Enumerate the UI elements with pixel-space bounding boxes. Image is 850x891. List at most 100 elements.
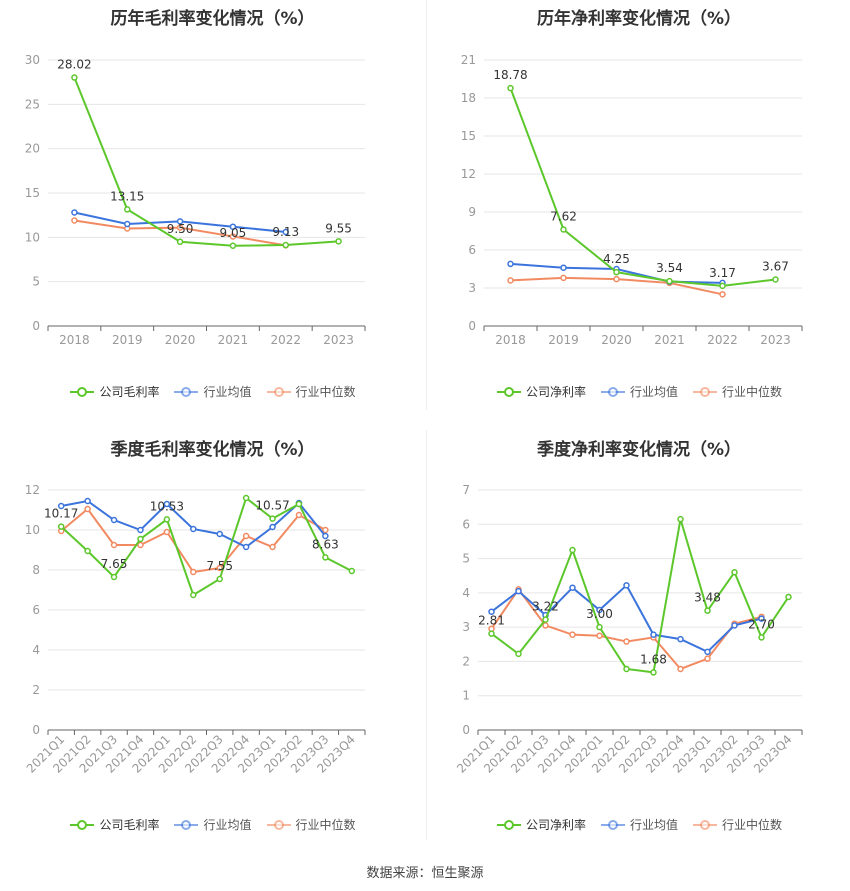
data-point-avg [758, 615, 765, 622]
y-tick-label: 15 [461, 129, 476, 143]
legend-line-icon [600, 386, 625, 397]
x-tick-label: 2022 [707, 333, 738, 347]
chart-legend: 公司净利率 行业均值 行业中位数 [428, 383, 850, 400]
data-point-company [216, 575, 223, 583]
legend-line-icon [266, 386, 291, 397]
data-point-company [507, 84, 514, 92]
x-tick-label: 2020 [165, 333, 196, 347]
data-point-avg [704, 648, 711, 656]
legend-industry-avg[interactable]: 行业均值 [600, 816, 678, 833]
chart-title: 季度净利率变化情况（%） [536, 440, 742, 460]
data-point-company [335, 238, 342, 245]
y-tick-label: 6 [462, 517, 470, 531]
legend-line-icon [70, 819, 95, 830]
legend-line-icon [70, 386, 95, 397]
y-tick-label: 4 [32, 643, 40, 657]
legend-line-icon [174, 819, 199, 830]
data-point-company [282, 241, 289, 249]
data-point-company [348, 567, 356, 575]
data-label: 10.53 [150, 499, 184, 513]
x-tick-label: 2020 [601, 333, 632, 347]
y-tick-label: 5 [32, 275, 40, 289]
legend-industry-median[interactable]: 行业中位数 [692, 816, 782, 833]
legend-industry-avg[interactable]: 行业均值 [173, 383, 252, 400]
data-point-company [515, 650, 522, 658]
data-label: 4.25 [603, 252, 630, 266]
y-tick-label: 2 [462, 654, 470, 668]
legend-company-gross[interactable]: 公司毛利率 [69, 383, 159, 400]
y-tick-label: 3 [468, 281, 476, 295]
data-point-company [269, 515, 276, 522]
legend-industry-median[interactable]: 行业中位数 [266, 816, 356, 833]
data-point-company [758, 634, 765, 641]
y-tick-label: 25 [25, 97, 40, 111]
data-point-median [704, 655, 711, 662]
data-point-company [731, 569, 738, 576]
data-point-avg [488, 608, 495, 615]
data-label: 18.78 [493, 68, 527, 82]
y-tick-label: 15 [25, 186, 40, 200]
y-tick-label: 0 [32, 723, 40, 737]
data-point-company [71, 74, 78, 81]
legend-line-icon [496, 386, 521, 397]
x-tick-label: 2021 [218, 333, 249, 347]
data-label: 2.70 [748, 617, 775, 631]
legend-company-net[interactable]: 公司净利率 [496, 383, 586, 400]
data-point-company [124, 206, 131, 213]
legend-industry-median[interactable]: 行业中位数 [692, 383, 782, 400]
quarterly-net-margin-chart: 012345672021Q12021Q22021Q32021Q42022Q120… [454, 483, 803, 776]
legend-label: 公司毛利率 [99, 385, 160, 399]
legend-company-net[interactable]: 公司净利率 [496, 816, 586, 833]
data-point-median [110, 541, 118, 549]
data-label: 10.57 [255, 499, 289, 513]
data-point-company [137, 535, 144, 543]
x-tick-label: 2019 [548, 333, 579, 347]
x-tick-label: 2021 [654, 333, 685, 347]
annual-net-margin-panel: 历年净利率变化情况（%） 0 3 6 9 12 15 18 21 2018 2019 2020 202… [428, 0, 850, 420]
data-label: 10.17 [44, 507, 78, 521]
data-point-company [190, 591, 197, 599]
chart-title: 历年净利率变化情况（%） [536, 9, 742, 29]
data-point-company [229, 242, 237, 250]
data-point-company [650, 669, 657, 676]
data-point-company [488, 630, 495, 637]
data-label: 9.55 [325, 221, 352, 235]
legend-label: 公司毛利率 [99, 818, 160, 832]
data-point-company [560, 226, 567, 233]
x-tick-label: 2019 [112, 333, 143, 347]
legend-line-icon [693, 386, 717, 397]
data-point-company [785, 593, 792, 601]
data-point-avg [57, 502, 65, 510]
x-tick-label: 2023 [760, 333, 791, 347]
data-label: 3.22 [532, 600, 559, 614]
y-tick-label: 10 [25, 230, 40, 244]
legend-label: 行业均值 [629, 818, 678, 832]
data-point-median [623, 638, 630, 645]
x-tick-label: 2022 [270, 333, 301, 347]
legend-industry-median[interactable]: 行业中位数 [266, 383, 356, 400]
data-point-avg [560, 264, 567, 271]
data-label: 3.67 [762, 260, 789, 274]
legend-company-gross[interactable]: 公司毛利率 [69, 816, 159, 833]
data-point-company [295, 500, 303, 508]
data-point-avg [124, 220, 131, 228]
data-point-company [322, 554, 329, 561]
data-point-avg [731, 622, 738, 629]
data-point-median [163, 528, 171, 536]
data-label: 3.54 [656, 261, 683, 275]
data-point-company [176, 238, 184, 246]
data-point-median [71, 217, 78, 224]
data-point-company [772, 276, 779, 283]
legend-line-icon [496, 819, 521, 830]
panel-divider-bottom [426, 430, 427, 840]
data-point-avg [71, 209, 78, 216]
data-label: 7.62 [550, 209, 577, 223]
legend-industry-avg[interactable]: 行业均值 [600, 383, 678, 400]
data-point-avg [507, 260, 514, 268]
data-point-avg [190, 525, 197, 533]
legend-industry-avg[interactable]: 行业均值 [173, 816, 252, 833]
data-label: 3.48 [694, 591, 721, 605]
data-label: 9.50 [167, 222, 194, 236]
data-point-company [677, 515, 684, 523]
panel-divider-top [426, 0, 427, 410]
